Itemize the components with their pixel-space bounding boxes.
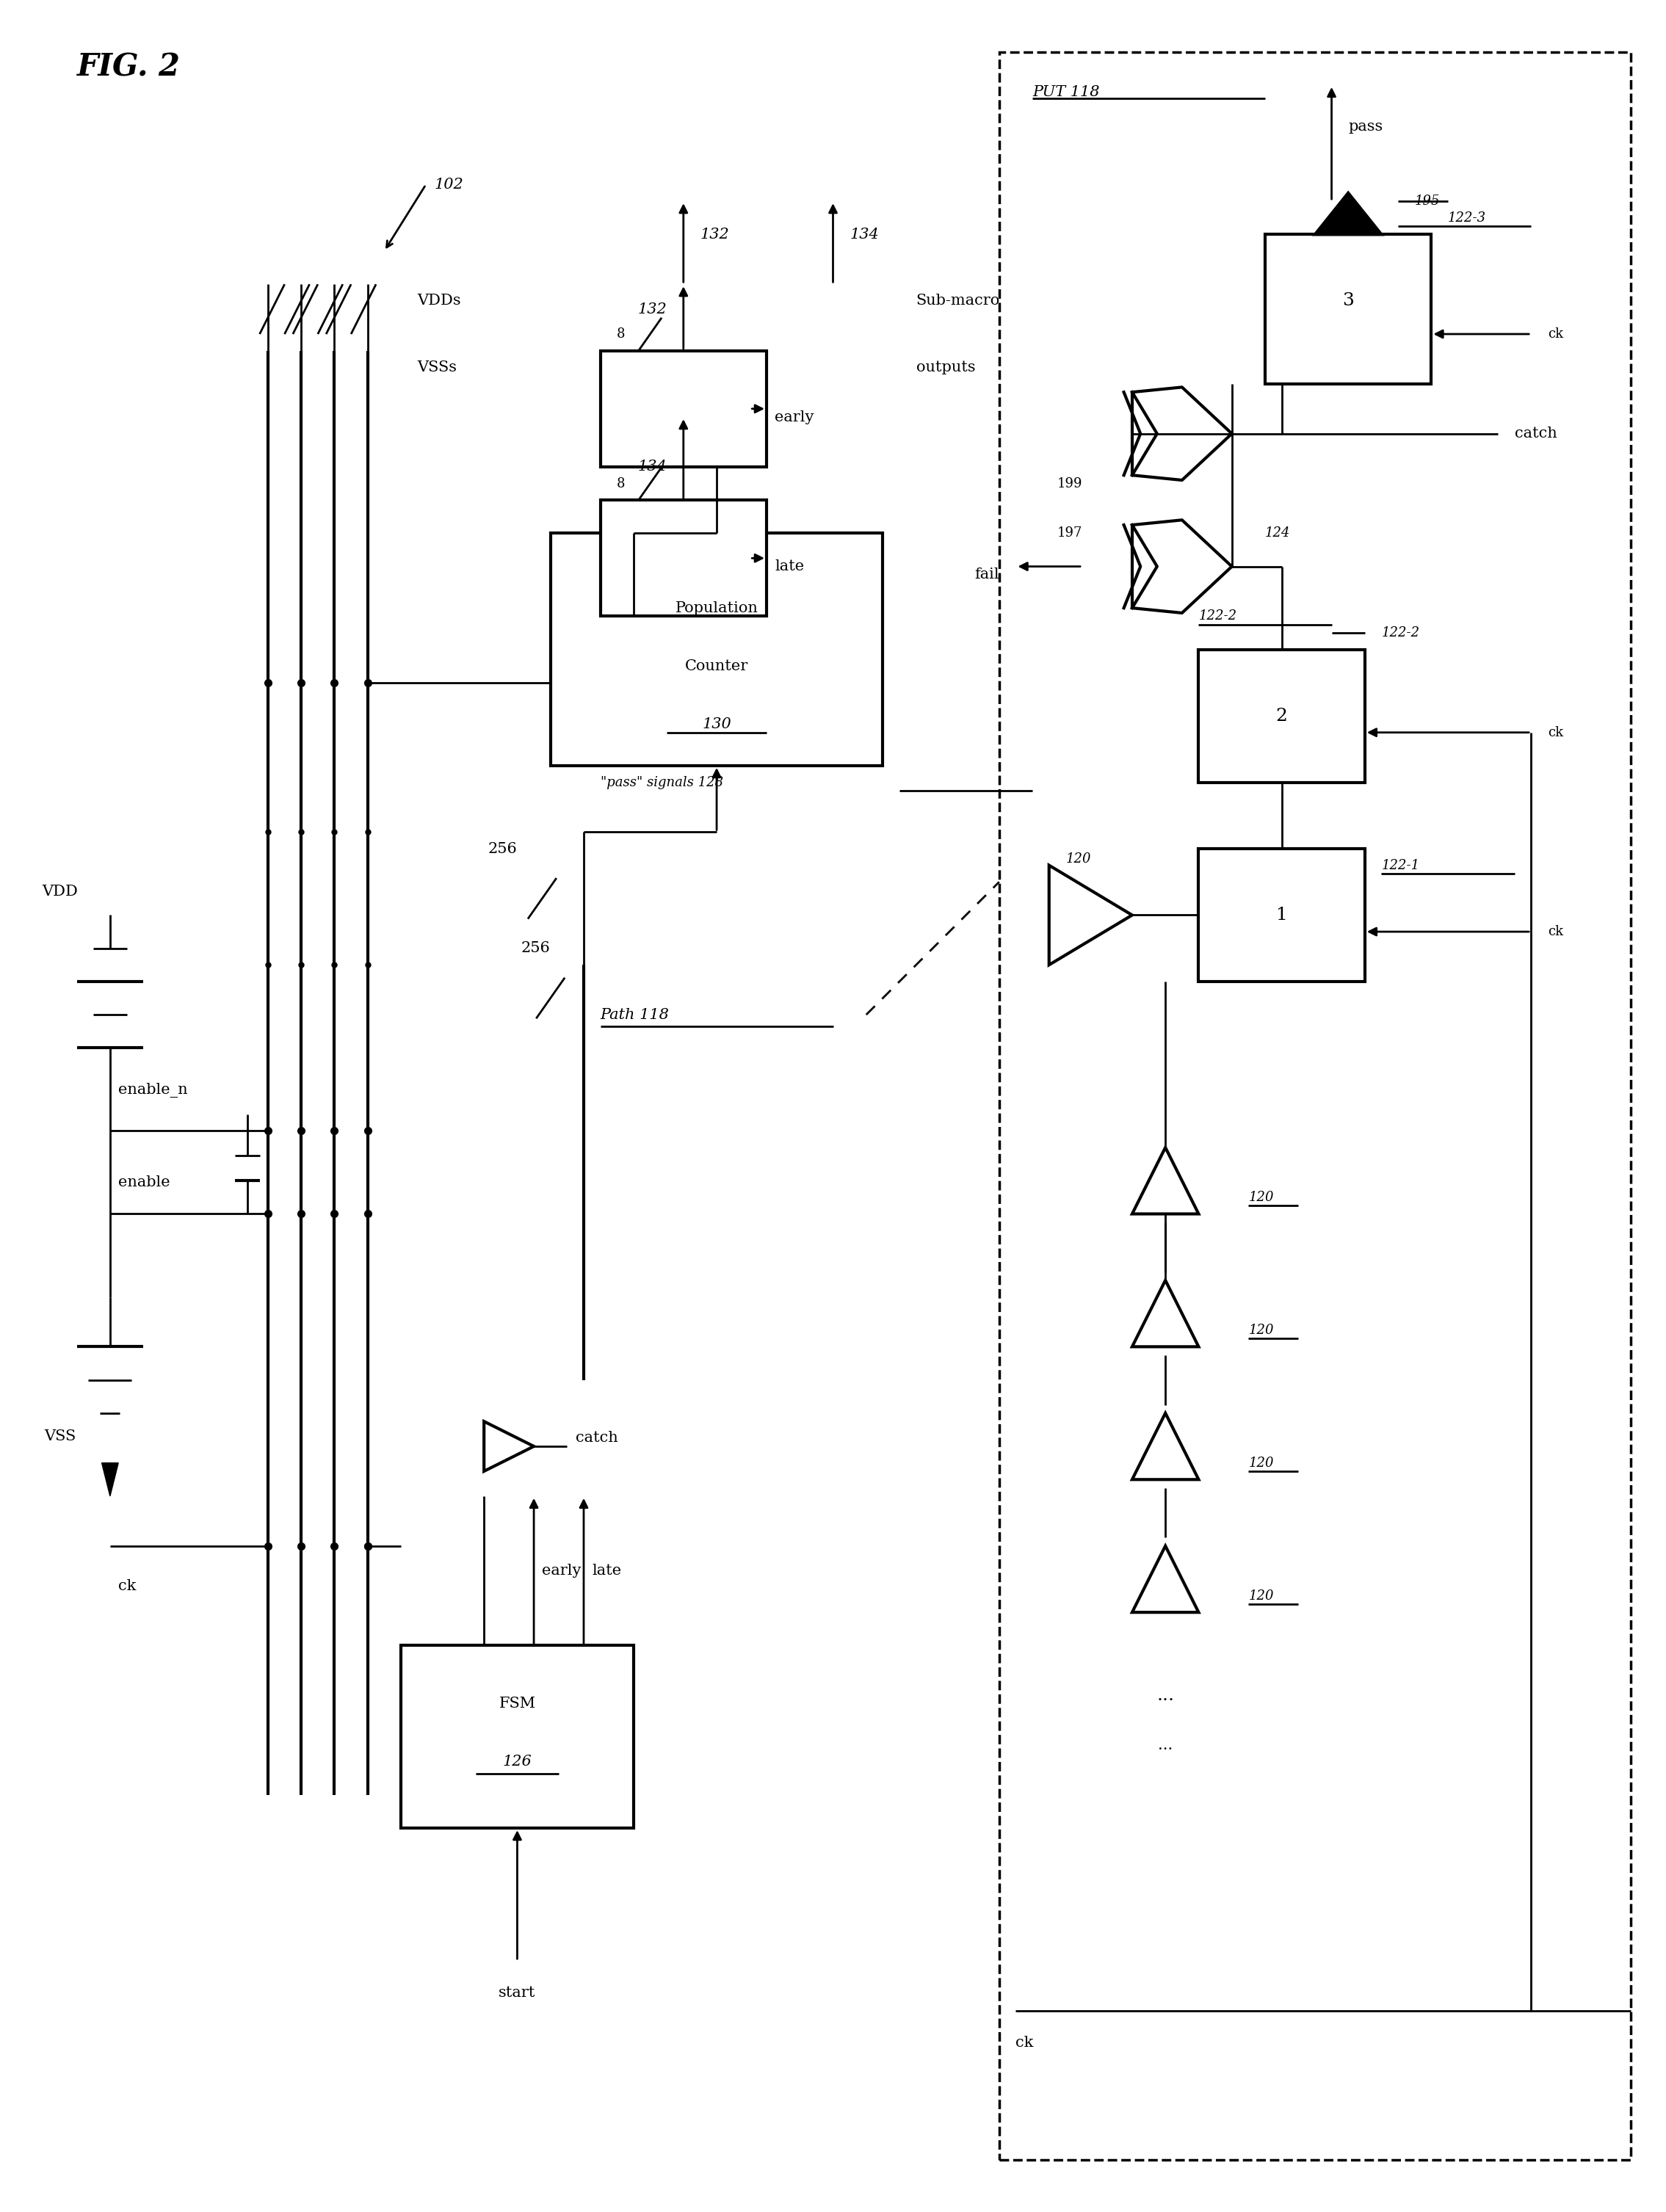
Text: 130: 130 — [701, 717, 731, 732]
Text: enable_n: enable_n — [118, 1084, 188, 1097]
Text: 120: 120 — [1248, 1323, 1274, 1336]
Polygon shape — [1050, 865, 1133, 964]
Text: PUT 118: PUT 118 — [1033, 84, 1100, 100]
Polygon shape — [1133, 1148, 1198, 1214]
Text: 120: 120 — [1248, 1588, 1274, 1601]
Text: ck: ck — [1548, 925, 1563, 938]
Text: 132: 132 — [700, 228, 730, 241]
Text: 2: 2 — [1276, 708, 1288, 723]
Text: enable: enable — [118, 1175, 170, 1190]
Text: 120: 120 — [1248, 1455, 1274, 1469]
Bar — [1264, 234, 1431, 385]
Text: 122-2: 122-2 — [1198, 611, 1236, 624]
Text: VSS: VSS — [45, 1429, 77, 1444]
Text: 102: 102 — [435, 177, 463, 192]
Text: late: late — [775, 560, 805, 573]
Text: VDDs: VDDs — [418, 294, 461, 307]
Text: 256: 256 — [521, 942, 550, 956]
Text: 195: 195 — [1414, 195, 1439, 208]
Text: ...: ... — [1156, 1688, 1175, 1703]
Bar — [1000, 51, 1631, 2161]
Text: 199: 199 — [1056, 478, 1083, 491]
Text: 132: 132 — [638, 303, 666, 316]
Text: VSSs: VSSs — [418, 361, 456, 374]
Text: late: late — [591, 1564, 621, 1577]
Text: ck: ck — [1548, 327, 1563, 341]
Text: Population: Population — [675, 602, 758, 615]
Text: outputs: outputs — [916, 361, 975, 374]
Text: 126: 126 — [503, 1754, 531, 1770]
Text: catch: catch — [575, 1431, 618, 1444]
Text: early: early — [541, 1564, 581, 1577]
Text: 1: 1 — [1276, 907, 1288, 925]
Polygon shape — [1133, 1413, 1198, 1480]
Text: 122-3: 122-3 — [1448, 210, 1486, 223]
Text: 8: 8 — [616, 327, 625, 341]
Text: fail: fail — [975, 568, 1000, 582]
Text: ck: ck — [1016, 2035, 1033, 2051]
Text: Sub-macro: Sub-macro — [916, 294, 1000, 307]
Polygon shape — [1133, 1546, 1198, 1613]
Bar — [402, 1646, 633, 1827]
Text: "pass" signals 128: "pass" signals 128 — [600, 776, 723, 790]
Text: 197: 197 — [1056, 526, 1083, 540]
Text: 120: 120 — [1248, 1190, 1274, 1203]
Bar — [600, 352, 766, 467]
Text: FIG. 2: FIG. 2 — [77, 51, 180, 82]
Text: 122-2: 122-2 — [1381, 626, 1419, 639]
Polygon shape — [102, 1462, 118, 1495]
Text: 134: 134 — [638, 460, 666, 473]
Text: 3: 3 — [1343, 292, 1354, 310]
Text: VDD: VDD — [42, 885, 78, 898]
Bar — [1198, 650, 1364, 783]
Text: 124: 124 — [1264, 526, 1291, 540]
Bar — [1198, 849, 1364, 982]
Polygon shape — [1314, 192, 1381, 234]
Text: 134: 134 — [850, 228, 878, 241]
Text: start: start — [498, 1986, 536, 2000]
Text: 120: 120 — [1066, 852, 1091, 865]
Text: ck: ck — [1548, 726, 1563, 739]
Text: Counter: Counter — [685, 659, 748, 672]
Polygon shape — [1133, 1281, 1198, 1347]
Bar — [550, 533, 883, 765]
Bar — [600, 500, 766, 617]
Text: pass: pass — [1348, 119, 1383, 133]
Text: 8: 8 — [616, 478, 625, 491]
Text: 122-1: 122-1 — [1381, 858, 1419, 872]
Text: ck: ck — [118, 1579, 137, 1593]
Text: FSM: FSM — [498, 1697, 535, 1710]
Text: 256: 256 — [488, 843, 516, 856]
Text: ...: ... — [1158, 1739, 1173, 1752]
Text: Path 118: Path 118 — [600, 1009, 670, 1022]
Text: catch: catch — [1514, 427, 1556, 440]
Text: early: early — [775, 409, 815, 425]
